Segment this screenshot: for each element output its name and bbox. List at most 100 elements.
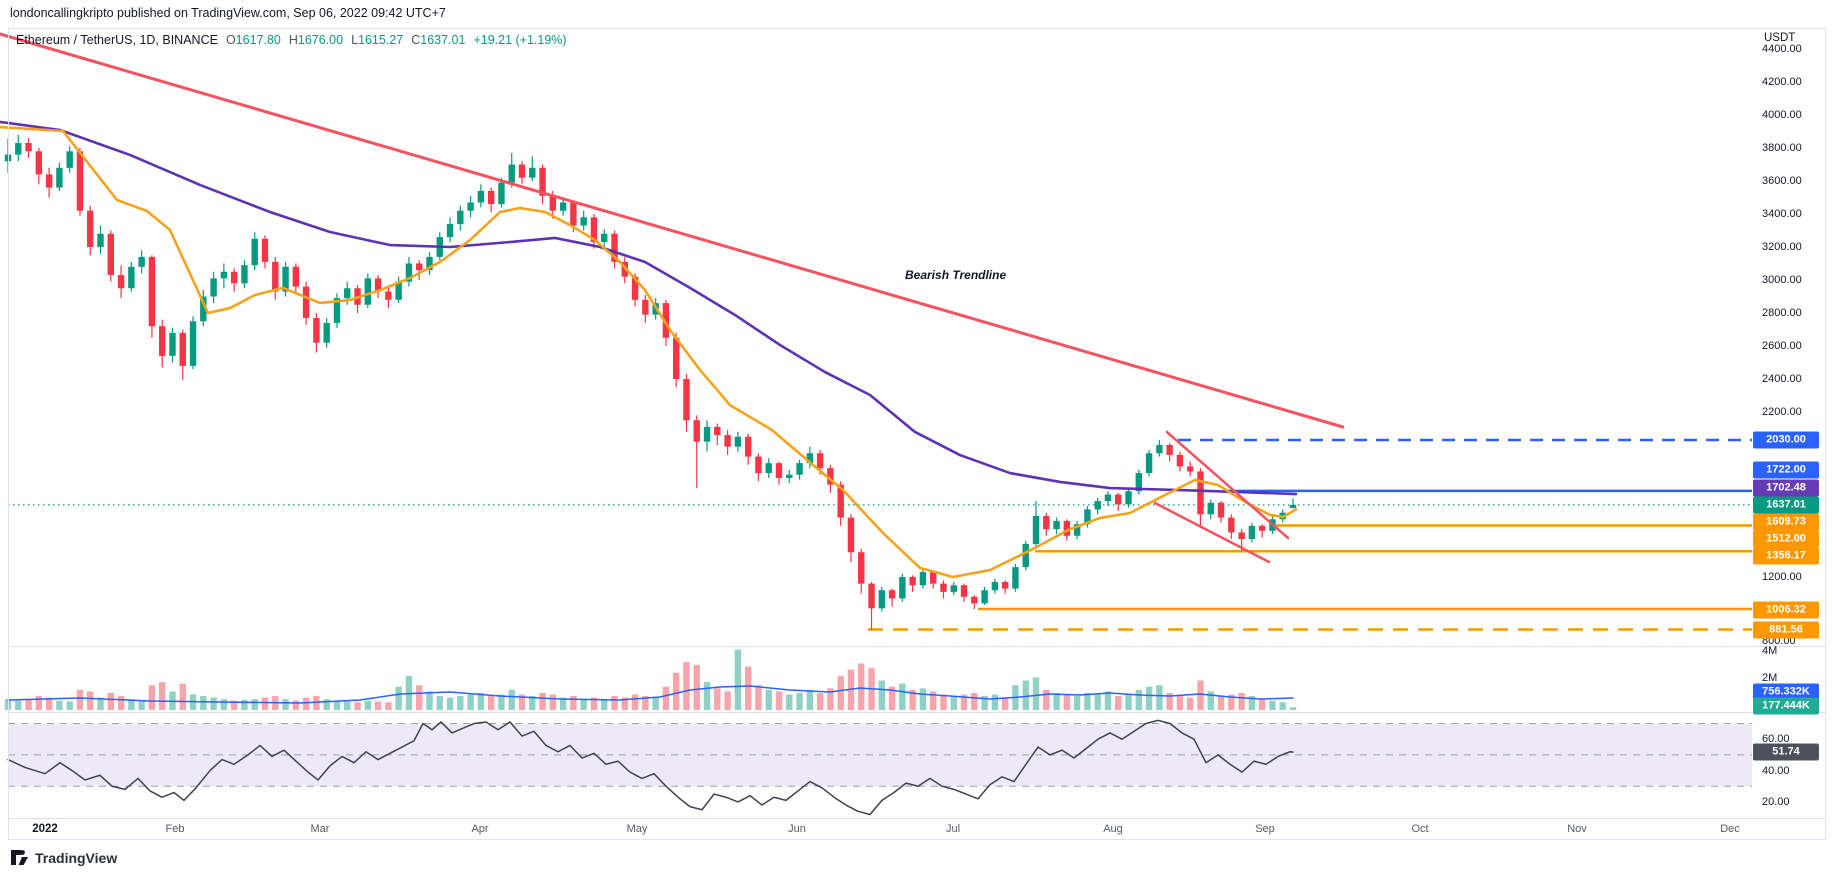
- volume-bar: [302, 697, 310, 710]
- volume-bar: [1166, 692, 1173, 710]
- candle-body: [930, 572, 937, 584]
- candle-body: [1135, 473, 1142, 492]
- volume-badge-177.444K: 177.444K: [1753, 697, 1819, 715]
- time-label-Sep[interactable]: Sep: [1255, 823, 1275, 835]
- price-badge-1722.00: 1722.00: [1753, 461, 1819, 479]
- rsi-badge: 51.74: [1753, 743, 1819, 761]
- symbol-legend[interactable]: Ethereum / TetherUS, 1D, BINANCE O1617.80…: [16, 33, 567, 47]
- ohlc-key-H: H: [288, 33, 298, 47]
- price-tick-3800.00: 3800.00: [1762, 142, 1802, 154]
- ma-orange-line: [0, 125, 1298, 579]
- volume-bar: [1135, 689, 1142, 710]
- candle-body: [765, 463, 772, 474]
- candle-body: [878, 590, 885, 609]
- volume-bar: [734, 649, 742, 710]
- time-label-Jul[interactable]: Jul: [945, 823, 961, 835]
- price-badge-1637.01: 1637.01: [1753, 496, 1819, 513]
- ohlc-key-O: O: [225, 33, 236, 47]
- candle-body: [56, 167, 63, 188]
- volume-bar: [148, 685, 156, 710]
- candle-body: [590, 217, 598, 243]
- time-label-May[interactable]: May: [626, 823, 648, 835]
- volume-bar: [1022, 680, 1029, 710]
- volume-bar: [66, 701, 73, 710]
- volume-ma-line: [7, 685, 1294, 704]
- candle-body: [292, 266, 300, 287]
- candle-body: [416, 263, 423, 271]
- candle-body: [971, 596, 978, 604]
- volume-bar: [97, 697, 104, 710]
- volume-bar: [673, 672, 680, 710]
- volume-bar: [200, 696, 207, 710]
- volume-bar: [251, 699, 258, 710]
- panel-separator-2: [8, 818, 1826, 819]
- volume-bar: [457, 696, 464, 710]
- candle-body: [97, 233, 104, 247]
- time-label-2022[interactable]: 2022: [32, 823, 58, 835]
- volume-bar: [117, 696, 125, 710]
- price-badge-2030.00: 2030.00: [1753, 431, 1819, 449]
- time-label-Nov[interactable]: Nov: [1567, 823, 1587, 835]
- volume-bar: [323, 699, 330, 710]
- candle-body: [1217, 502, 1225, 518]
- time-label-Apr[interactable]: Apr: [471, 823, 489, 835]
- time-label-Feb[interactable]: Feb: [165, 823, 185, 835]
- ohlc-key-L: L: [351, 33, 359, 47]
- time-label-Jun[interactable]: Jun: [788, 823, 806, 835]
- time-label-Dec[interactable]: Dec: [1720, 823, 1740, 835]
- candle-body: [272, 261, 279, 292]
- ohlc-value-O: 1617.80: [235, 33, 281, 47]
- candle-body: [744, 436, 752, 457]
- volume-bar: [1269, 700, 1276, 710]
- volume-bar: [909, 689, 916, 710]
- price-badge-1006.32: 1006.32: [1753, 601, 1819, 618]
- volume-bar: [508, 689, 515, 710]
- volume-bar: [611, 696, 618, 710]
- candle-body: [755, 456, 762, 474]
- candle-body: [981, 590, 988, 604]
- volume-bar: [35, 696, 43, 710]
- volume-bar: [210, 697, 217, 710]
- volume-bar: [878, 680, 885, 710]
- candle-body: [477, 190, 485, 203]
- candle-body: [1228, 517, 1235, 533]
- volume-bar: [919, 688, 927, 710]
- time-label-Mar[interactable]: Mar: [310, 823, 330, 835]
- time-label-Oct[interactable]: Oct: [1411, 823, 1429, 835]
- volume-bar: [1228, 694, 1235, 710]
- volume-bar: [518, 694, 526, 710]
- volume-bar: [539, 692, 546, 710]
- volume-bar: [179, 683, 186, 710]
- candle-body: [724, 435, 731, 447]
- volume-bar: [786, 694, 793, 710]
- candle-body: [693, 420, 700, 442]
- candle-body: [919, 572, 927, 586]
- price-tick-2800.00: 2800.00: [1762, 307, 1802, 319]
- panel-separator-0: [8, 646, 1826, 647]
- ohlc-value-H: 1676.00: [297, 33, 344, 47]
- candle-body: [1197, 471, 1204, 515]
- bearish-trendline-label[interactable]: Bearish Trendline: [905, 268, 1007, 282]
- candle-body: [1125, 491, 1132, 505]
- ohlc-key-C: C: [411, 33, 421, 47]
- candle-body: [498, 182, 505, 205]
- volume-bar: [858, 663, 865, 710]
- volume-bar: [1207, 691, 1214, 710]
- volume-bar: [601, 699, 608, 710]
- volume-bar: [25, 699, 32, 710]
- volume-bar: [981, 696, 988, 710]
- tradingview-footer[interactable]: TradingView: [10, 848, 117, 867]
- volume-bar: [128, 699, 135, 710]
- volume-bar: [1032, 677, 1040, 710]
- candle-body: [1238, 532, 1245, 540]
- volume-bar: [395, 686, 402, 710]
- candle-body: [117, 275, 125, 289]
- time-label-Aug[interactable]: Aug: [1103, 823, 1123, 835]
- candle-body: [673, 337, 680, 379]
- candle-body: [15, 143, 22, 155]
- volume-bar: [374, 701, 382, 710]
- volume-bar: [76, 689, 84, 710]
- candle-body: [87, 210, 94, 247]
- candle-body: [1012, 567, 1019, 589]
